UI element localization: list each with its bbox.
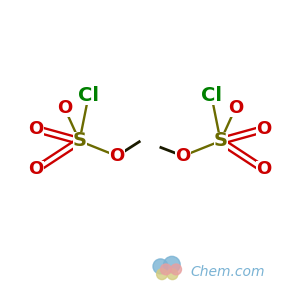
Text: O: O xyxy=(28,160,44,178)
Text: O: O xyxy=(176,147,190,165)
Circle shape xyxy=(171,264,182,275)
Text: Cl: Cl xyxy=(201,86,222,106)
Circle shape xyxy=(164,256,180,273)
Text: O: O xyxy=(256,160,272,178)
Text: O: O xyxy=(256,120,272,138)
Text: S: S xyxy=(73,131,86,151)
Text: O: O xyxy=(57,99,72,117)
Text: O: O xyxy=(110,147,124,165)
Circle shape xyxy=(153,259,168,274)
Circle shape xyxy=(167,269,178,280)
Text: Cl: Cl xyxy=(78,86,99,106)
Text: O: O xyxy=(28,120,44,138)
Text: O: O xyxy=(228,99,243,117)
Text: Chem.com: Chem.com xyxy=(190,265,265,278)
Circle shape xyxy=(160,264,171,275)
Text: S: S xyxy=(214,131,227,151)
Circle shape xyxy=(157,269,167,280)
